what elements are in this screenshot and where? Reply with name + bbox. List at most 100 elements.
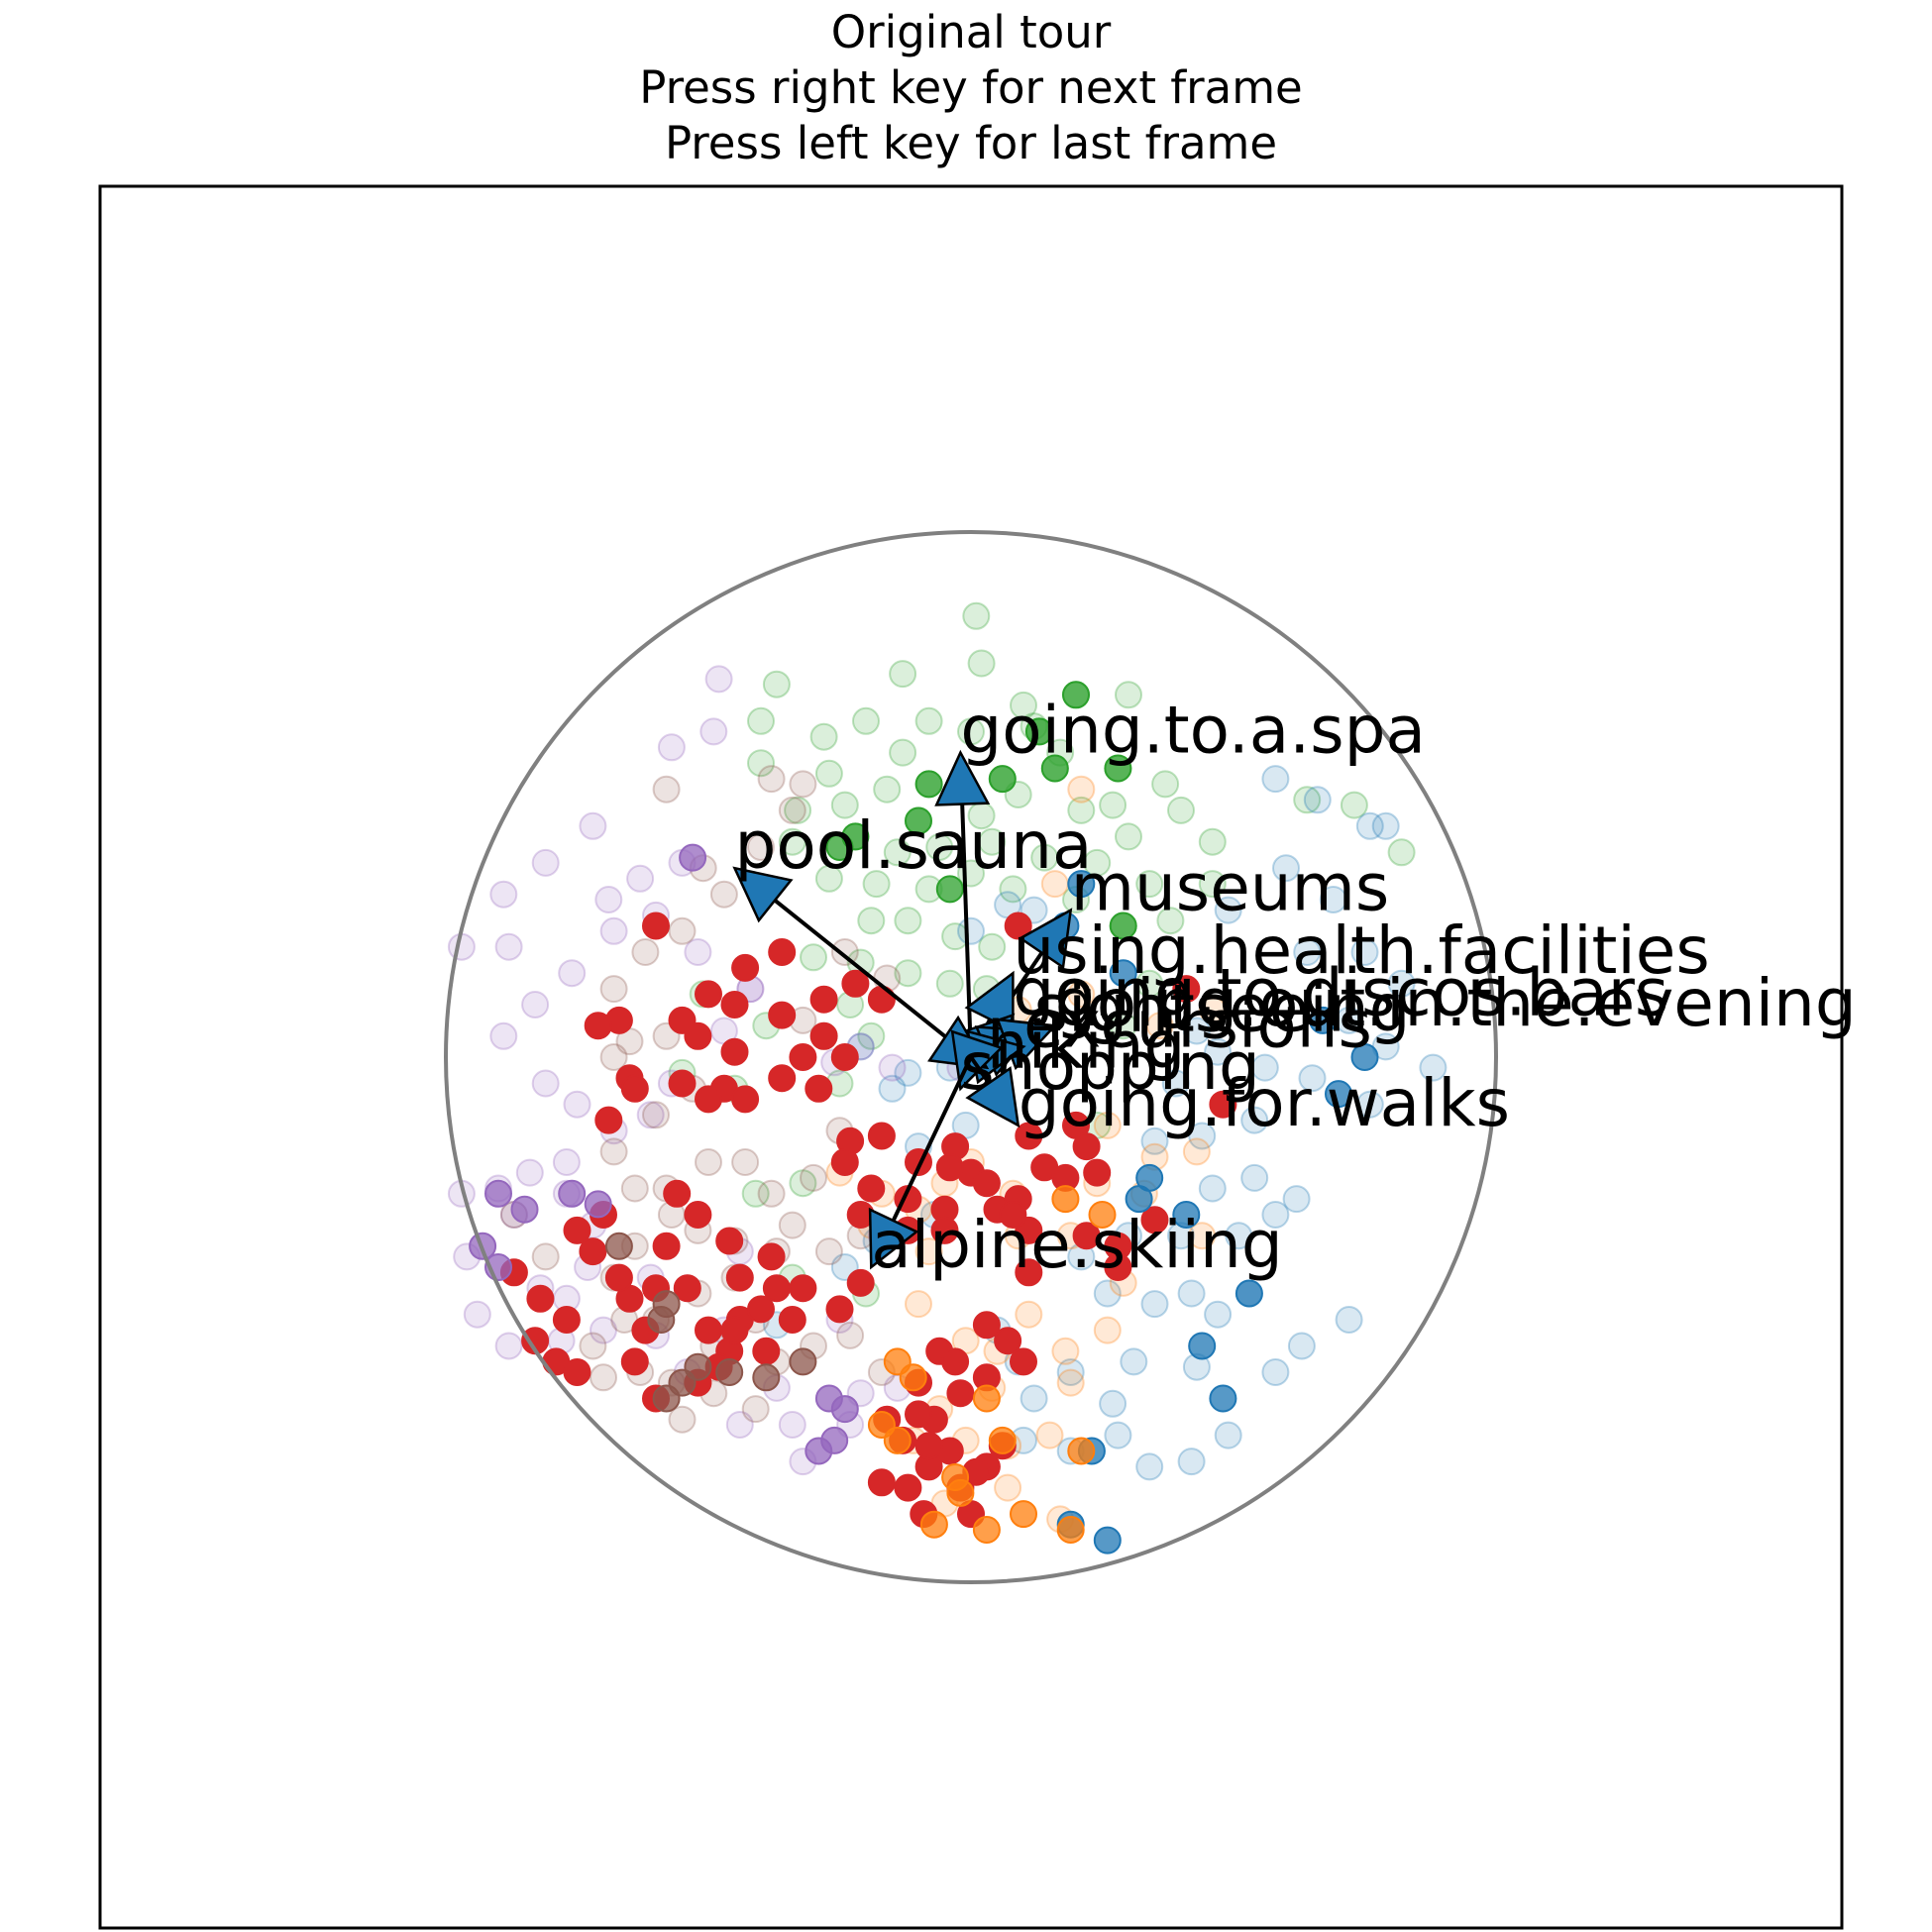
- point-brown-47: [652, 775, 681, 804]
- point-blue-63: [1371, 811, 1400, 840]
- point-orange-0: [1067, 775, 1096, 804]
- arrow-head-1: [732, 866, 794, 923]
- point-red-21: [642, 912, 670, 940]
- point-orange-26: [905, 1290, 932, 1319]
- point-purple-7: [494, 932, 523, 961]
- highlight-point-brown-5: [684, 1352, 712, 1381]
- point-purple-10: [489, 880, 518, 909]
- arrow-shaft-11: [891, 1056, 973, 1222]
- point-green-1: [967, 649, 996, 678]
- point-green-15: [957, 717, 985, 746]
- point-green-34: [1067, 796, 1096, 824]
- point-red-9: [789, 1043, 817, 1071]
- point-red-10: [768, 1064, 797, 1093]
- point-red-57: [684, 1201, 712, 1229]
- point-blue-38: [1099, 1389, 1127, 1418]
- plot-frame: [98, 184, 1844, 1930]
- point-purple-9: [531, 848, 560, 877]
- point-red-56: [663, 1179, 692, 1208]
- point-red-66: [695, 1316, 722, 1344]
- arrow-label-10: going.for.walks: [1019, 1065, 1510, 1141]
- point-red-92: [972, 1311, 1001, 1340]
- arrow-shaft-1: [773, 899, 973, 1059]
- axis-arrows-layer: going.to.a.spa pool.saunamuseumsusing.hea…: [732, 693, 1857, 1283]
- arrow-label-11: alpine.skiing: [871, 1207, 1282, 1283]
- chart-title-line-2: Press right key for next frame: [639, 61, 1302, 114]
- point-red-12: [830, 1043, 859, 1071]
- point-brown-42: [800, 1163, 827, 1192]
- point-blue-21: [1282, 1185, 1311, 1214]
- highlight-point-blue-3: [1234, 1279, 1263, 1308]
- highlight-point-orange-5: [946, 1478, 975, 1507]
- point-blue-55: [957, 916, 985, 945]
- point-red-114: [1140, 1206, 1169, 1234]
- point-green-10: [1387, 838, 1416, 867]
- point-purple-24: [515, 1158, 544, 1187]
- point-red-17: [668, 1006, 697, 1034]
- point-green-61: [935, 969, 964, 998]
- point-red-78: [521, 1327, 550, 1355]
- arrow-head-10: [965, 1066, 1020, 1128]
- point-blue-22: [1261, 1201, 1290, 1229]
- point-red-95: [946, 1379, 975, 1408]
- point-brown-3: [709, 880, 738, 909]
- point-green-60: [894, 959, 922, 988]
- point-green-4: [1010, 691, 1037, 719]
- point-blue-1: [1303, 786, 1332, 814]
- point-red-44: [1083, 1158, 1112, 1187]
- point-brown-35: [741, 1395, 770, 1424]
- point-green-45: [1198, 870, 1227, 899]
- point-red-76: [552, 1306, 581, 1334]
- point-blue-2: [1355, 811, 1384, 840]
- point-brown-0: [757, 765, 786, 794]
- point-purple-23: [552, 1148, 581, 1176]
- point-blue-59: [894, 1058, 922, 1087]
- point-red-64: [752, 1337, 781, 1365]
- point-brown-32: [579, 1332, 607, 1360]
- point-purple-40: [725, 1411, 754, 1439]
- point-green-19: [1151, 770, 1180, 799]
- point-red-113: [1072, 1222, 1101, 1250]
- point-red-29: [867, 1122, 896, 1150]
- highlight-point-purple-0: [484, 1179, 512, 1208]
- point-brown-38: [836, 1321, 865, 1349]
- point-red-115: [1209, 1090, 1237, 1119]
- point-blue-15: [1182, 1017, 1211, 1045]
- point-purple-4: [599, 916, 628, 945]
- point-brown-10: [642, 1101, 670, 1129]
- point-blue-13: [1250, 1053, 1279, 1082]
- point-green-41: [978, 827, 1007, 856]
- point-red-79: [526, 1284, 555, 1313]
- point-blue-44: [1177, 1448, 1206, 1476]
- arrow-label-4: going.to.discos.bars: [1013, 955, 1668, 1031]
- highlight-point-orange-14: [1051, 1185, 1080, 1214]
- point-brown-45: [830, 938, 859, 966]
- point-red-93: [994, 1327, 1022, 1355]
- highlight-point-orange-11: [988, 1426, 1017, 1454]
- point-purple-8: [579, 811, 607, 840]
- point-green-12: [809, 722, 838, 751]
- point-red-59: [725, 1263, 754, 1292]
- point-red-60: [757, 1242, 786, 1271]
- highlight-point-purple-7: [830, 1395, 859, 1424]
- point-green-44: [1135, 870, 1164, 899]
- point-green-47: [862, 870, 891, 899]
- point-red-58: [715, 1227, 744, 1255]
- point-orange-38: [1182, 1137, 1211, 1166]
- point-blue-53: [878, 1074, 907, 1103]
- point-brown-51: [531, 1242, 560, 1271]
- arrow-shaft-0: [960, 804, 973, 1058]
- point-green-40: [925, 833, 954, 861]
- point-blue-23: [1225, 1222, 1253, 1250]
- highlight-point-green-1: [1062, 681, 1090, 709]
- point-red-0: [1004, 912, 1032, 940]
- point-blue-5: [1293, 938, 1322, 966]
- highlight-point-blue-1: [1350, 1043, 1379, 1071]
- point-green-27: [1167, 796, 1195, 824]
- highlight-point-brown-8: [715, 1358, 744, 1386]
- point-orange-21: [1051, 1337, 1080, 1365]
- point-blue-33: [1261, 1358, 1290, 1386]
- arrow-label-2: museums: [1071, 850, 1390, 926]
- point-brown-31: [590, 1363, 617, 1392]
